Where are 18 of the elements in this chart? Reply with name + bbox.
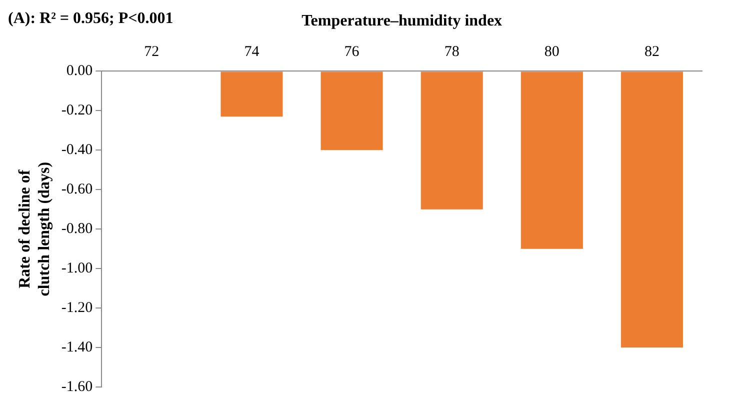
y-tick-label: -1.00 [61,260,93,277]
y-tick-label: -0.40 [61,142,93,158]
y-tick-label: -1.60 [61,378,93,395]
x-axis-title: Temperature–humidity index [302,12,502,30]
chart-title: (A): R² = 0.956; P<0.001 [8,10,174,28]
y-tick-label: -1.40 [61,339,93,356]
y-tick-label: -1.20 [61,300,93,316]
x-tick-label: 76 [344,44,360,60]
y-tick-label: -0.60 [61,182,93,198]
x-tick-label: 78 [444,44,460,60]
x-tick-label: 72 [144,44,160,60]
y-tick-label: 0.00 [66,63,93,80]
y-tick-label: -0.20 [61,102,93,119]
y-axis-title: Rate of decline of clutch length (days) [16,162,53,296]
y-tick-label: -0.80 [61,221,93,238]
x-tick-label: 80 [544,44,560,60]
x-tick-label: 74 [244,44,260,60]
x-tick-label: 82 [644,44,660,60]
